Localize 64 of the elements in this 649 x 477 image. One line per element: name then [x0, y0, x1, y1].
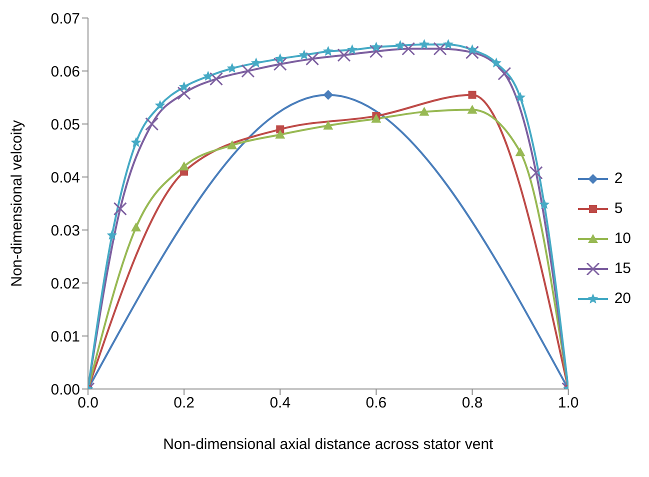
point — [418, 39, 430, 49]
legend-label: 2 — [614, 170, 623, 187]
point — [402, 42, 416, 56]
point — [539, 199, 550, 210]
point — [227, 140, 238, 150]
point — [529, 166, 543, 180]
x-tick-label: 0.4 — [270, 394, 291, 412]
point — [250, 58, 262, 68]
point — [106, 230, 118, 240]
point — [370, 42, 382, 52]
point — [209, 72, 223, 86]
x-tick-label: 1.0 — [558, 394, 579, 412]
x-tick-label: 0.0 — [78, 394, 98, 412]
point — [323, 90, 334, 100]
point — [322, 46, 334, 56]
y-tick-label: 0.01 — [50, 328, 80, 346]
legend-label: 20 — [614, 290, 631, 307]
y-tick-label: 0.07 — [50, 10, 80, 28]
point — [306, 52, 320, 66]
point — [443, 39, 454, 49]
point — [467, 44, 478, 54]
point — [371, 114, 382, 123]
point — [337, 48, 351, 62]
legend-label: 5 — [614, 200, 623, 217]
point — [154, 100, 166, 110]
point — [515, 147, 526, 156]
y-tick-label: 0.04 — [50, 169, 80, 186]
point — [419, 106, 430, 116]
y-tick-label: 0.05 — [50, 116, 80, 134]
point — [275, 130, 286, 139]
x-tick-label: 0.6 — [366, 394, 387, 412]
point — [177, 86, 191, 100]
point — [369, 44, 383, 58]
point — [131, 222, 142, 232]
point — [298, 50, 310, 60]
y-tick-label: 0.03 — [50, 222, 80, 240]
y-tick-label: 0.00 — [50, 381, 80, 398]
point — [113, 202, 127, 216]
point — [145, 117, 159, 131]
point — [498, 66, 512, 80]
point — [491, 58, 502, 68]
point — [467, 104, 478, 114]
y-axis-title: Non-dimensional velcoity — [8, 120, 26, 287]
point — [346, 44, 358, 54]
x-tick-label: 0.8 — [462, 394, 483, 412]
point — [433, 42, 447, 56]
point — [130, 137, 142, 147]
x-axis-title: Non-dimensional axial distance across stator vent — [163, 436, 494, 453]
point — [179, 161, 190, 170]
point — [202, 70, 214, 81]
y-tick-label: 0.06 — [50, 63, 80, 80]
point — [468, 90, 476, 99]
x-tick-label: 0.2 — [174, 394, 194, 412]
point — [394, 40, 406, 50]
point — [515, 92, 526, 102]
point — [273, 57, 287, 71]
point — [178, 81, 190, 92]
point — [241, 64, 255, 78]
point — [466, 46, 479, 60]
y-tick-label: 0.02 — [50, 275, 80, 292]
point — [323, 120, 334, 130]
legend-label: 15 — [614, 260, 631, 277]
legend-label: 10 — [614, 230, 631, 247]
point — [274, 53, 286, 64]
